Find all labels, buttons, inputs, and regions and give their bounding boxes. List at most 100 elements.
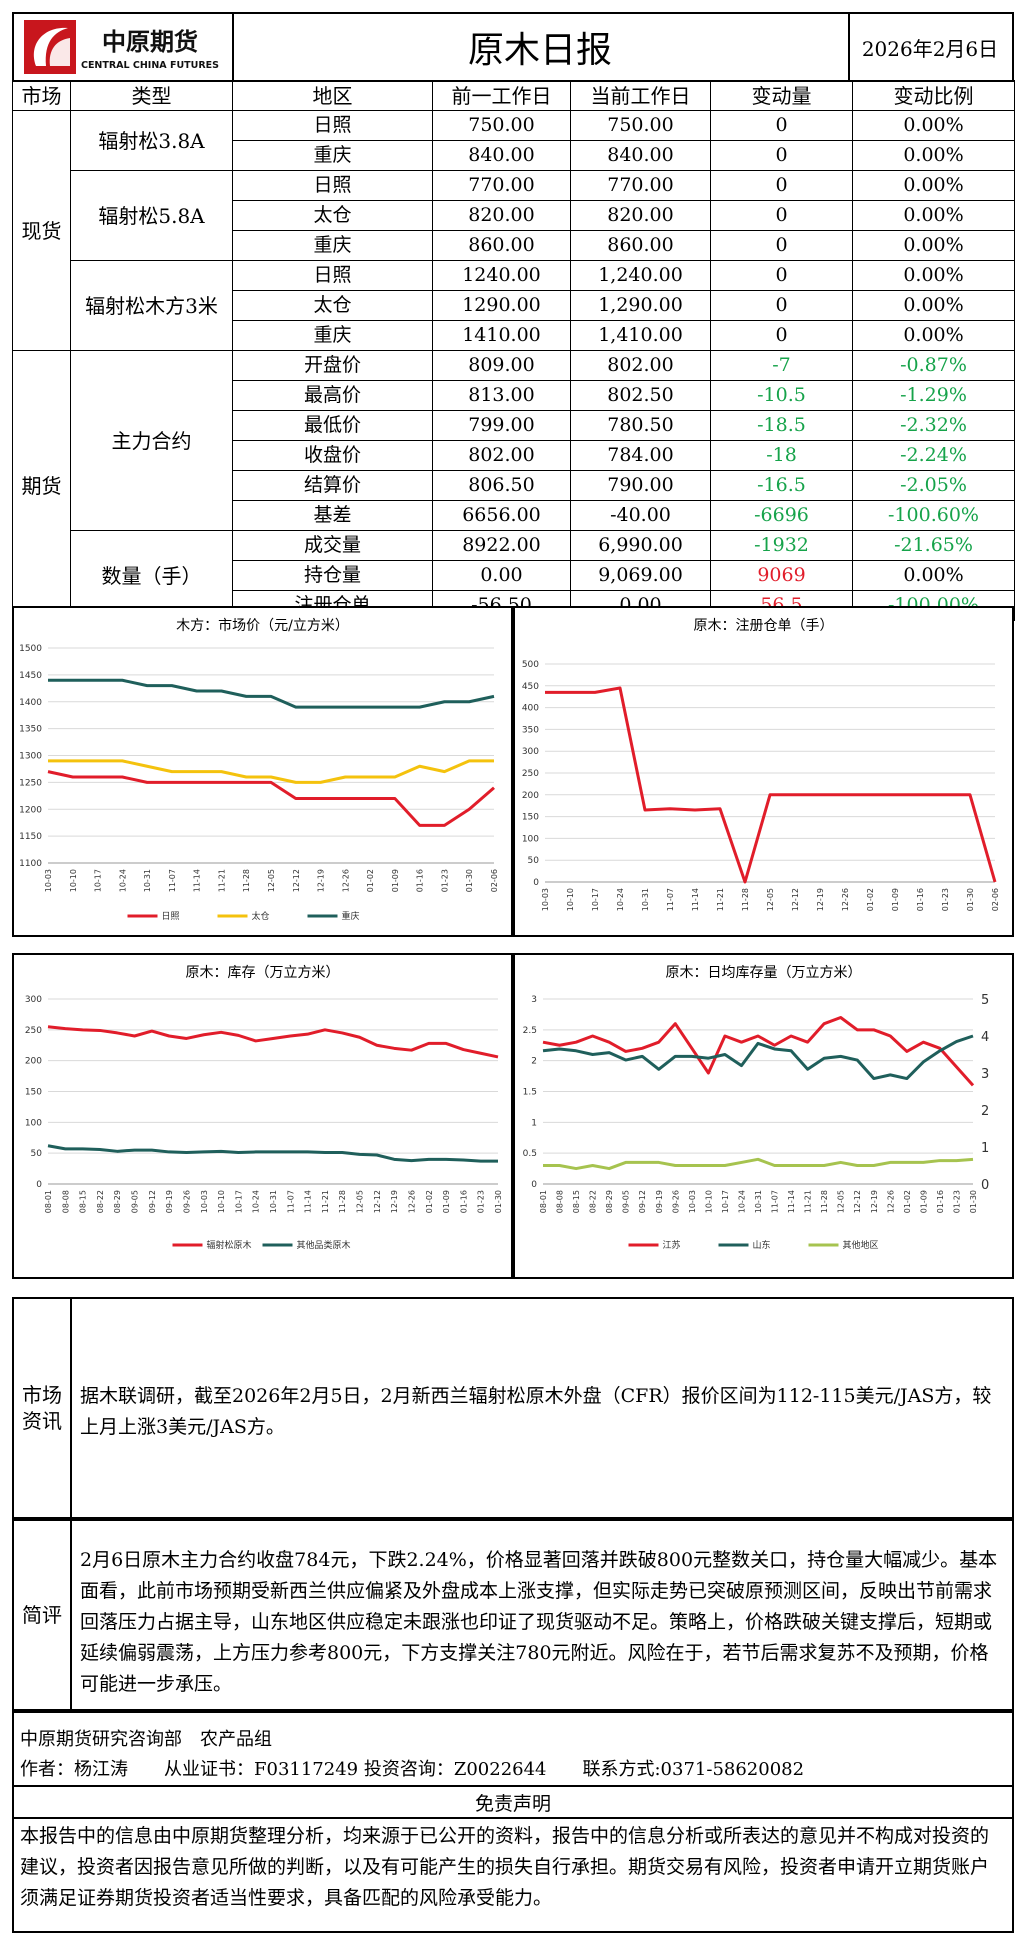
- series-line: [47, 1025, 499, 1059]
- table-row: 太仓 1290.00 1,290.00 0 0.00%: [13, 290, 1015, 321]
- y-tick-label: 0: [533, 878, 539, 888]
- y2-tick-label: 1: [981, 1141, 989, 1156]
- x-tick-label: 10-17: [721, 1190, 730, 1213]
- y2-tick-label: 0: [981, 1178, 989, 1193]
- market-news-label-line2: 资讯: [22, 1409, 62, 1433]
- x-tick-label: 10-10: [217, 1190, 226, 1213]
- cell-cur: 750.00: [570, 110, 711, 141]
- series-line: [545, 686, 997, 884]
- table-row: 期货 主力合约 开盘价 809.00 802.00 -7 -0.87%: [12, 350, 1015, 621]
- market-price-chart: 木方：市场价（元/立方米） 1100 1150 1200 1250 1300 1350 140…: [19, 617, 499, 922]
- table-row: 重庆 860.00 860.00 0 0.00%: [13, 230, 1015, 261]
- cell-prev: 0.00: [432, 560, 571, 591]
- series-line: [543, 1157, 974, 1171]
- series-line: [48, 678, 495, 709]
- y-tick-label: 1.5: [523, 1088, 537, 1098]
- cell-region: 日照: [232, 170, 433, 201]
- report-date: 2026年2月6日: [861, 36, 999, 61]
- logo-cn-text: 中原期货: [102, 28, 198, 56]
- cell-chg: 0: [710, 110, 853, 141]
- cell-cur: 1,290.00: [570, 290, 711, 321]
- y2-tick-label: 4: [981, 1030, 989, 1045]
- x-tick-label: 01-23: [477, 1190, 486, 1213]
- cell-pct: 0.00%: [852, 140, 1015, 171]
- y2-tick-label: 2: [981, 1104, 989, 1119]
- x-tick-label: 01-09: [919, 1190, 928, 1213]
- logo-en-text: CENTRAL CHINA FUTURES: [81, 60, 219, 71]
- cell-pct: 0.00%: [852, 170, 1015, 201]
- x-tick-label: 11-07: [286, 1190, 295, 1213]
- cell-chg: 9069: [710, 560, 853, 591]
- x-tick-label: 09-19: [655, 1190, 664, 1213]
- cell-region: 日照: [232, 110, 433, 141]
- x-tick-label: 12-26: [841, 888, 850, 911]
- cell-chg: -6696: [710, 500, 853, 531]
- x-tick-label: 10-10: [566, 888, 575, 911]
- market-news-text: 据木联调研，截至2026年2月5日，2月新西兰辐射松原木外盘（CFR）报价区间为…: [80, 1385, 992, 1438]
- cell-chg: 0: [710, 200, 853, 231]
- table-row: 数量（手） 成交量 8922.00 6,990.00 -1932 -21.65%: [13, 530, 1015, 621]
- x-tick-label: 11-21: [804, 1190, 813, 1213]
- y-tick-label: 1450: [19, 671, 42, 681]
- x-tick-label: 01-23: [440, 869, 449, 892]
- x-tick-label: 08-22: [589, 1190, 598, 1213]
- inventory-chart: 原木：库存（万立方米） 0 50 100 150 200 250 300 08-01 08-08 0…: [25, 965, 503, 1251]
- y-tick-label: 200: [522, 791, 539, 801]
- type-cell: 辐射松5.8A: [70, 170, 233, 261]
- x-tick-label: 09-12: [148, 1190, 157, 1213]
- x-tick-label: 10-10: [69, 869, 78, 892]
- x-tick-label: 01-16: [916, 888, 925, 911]
- y-tick-label: 350: [522, 725, 539, 735]
- table-row: 收盘价 802.00 784.00 -18 -2.24%: [13, 440, 1015, 471]
- footer-author: 作者：杨江涛 从业证书：F03117249 投资咨询：Z0022644 联系方式…: [20, 1759, 805, 1780]
- cell-chg: 0: [710, 230, 853, 261]
- y-tick-label: 1150: [19, 832, 42, 842]
- x-tick-label: 12-12: [791, 888, 800, 911]
- table-header-0: 市场: [12, 80, 71, 111]
- x-tick-label: 10-24: [737, 1190, 746, 1213]
- x-tick-label: 10-24: [118, 869, 127, 892]
- cell-cur: 780.50: [570, 410, 711, 441]
- x-tick-label: 01-02: [425, 1190, 434, 1213]
- y-tick-label: 300: [25, 995, 42, 1005]
- y-tick-label: 300: [522, 747, 539, 757]
- cell-cur: 784.00: [570, 440, 711, 471]
- y-tick-label: 1300: [19, 752, 42, 762]
- x-tick-label: 10-31: [269, 1190, 278, 1213]
- series-line: [542, 1034, 974, 1081]
- cell-chg: -1932: [710, 530, 853, 561]
- chart-title: 原木：注册仓单（手）: [694, 618, 834, 634]
- cell-region: 最高价: [232, 380, 433, 411]
- cell-prev: 8922.00: [432, 530, 571, 561]
- x-tick-label: 01-09: [391, 869, 400, 892]
- x-tick-label: 08-01: [44, 1190, 53, 1213]
- cell-region: 日照: [232, 260, 433, 291]
- x-tick-label: 09-05: [622, 1190, 631, 1213]
- market-spot: 现货: [12, 110, 71, 351]
- x-tick-label: 11-07: [666, 888, 675, 911]
- table-row: 结算价 806.50 790.00 -16.5 -2.05%: [13, 470, 1015, 501]
- x-tick-label: 11-28: [820, 1190, 829, 1213]
- x-tick-label: 11-21: [217, 869, 226, 892]
- x-tick-label: 01-09: [442, 1190, 451, 1213]
- x-tick-label: 01-23: [952, 1190, 961, 1213]
- x-tick-label: 01-16: [416, 869, 425, 892]
- y-tick-label: 1400: [19, 698, 42, 708]
- report-header: 中原期货 CENTRAL CHINA FUTURES 原木日报 2026年2月6…: [12, 12, 1014, 82]
- cell-chg: 0: [710, 170, 853, 201]
- table-header-4: 当前工作日: [570, 80, 711, 111]
- y2-tick-label: 3: [981, 1067, 989, 1082]
- company-logo: 中原期货 CENTRAL CHINA FUTURES: [14, 14, 234, 80]
- y-tick-label: 250: [25, 1026, 42, 1036]
- x-tick-label: 09-26: [671, 1190, 680, 1213]
- y-tick-label: 1100: [19, 859, 42, 869]
- comment-section: 简评 2月6日原木主力合约收盘784元，下跌2.24%，价格显著回落并跌破800…: [12, 1519, 1014, 1711]
- x-tick-label: 11-14: [304, 1190, 313, 1213]
- cell-chg: -7: [710, 350, 853, 381]
- disclaimer-title: 免责声明: [14, 1785, 1012, 1819]
- cell-chg: -10.5: [710, 380, 853, 411]
- x-tick-label: 01-16: [459, 1190, 468, 1213]
- x-tick-label: 10-17: [94, 869, 103, 892]
- cell-chg: 0: [710, 260, 853, 291]
- x-tick-label: 01-16: [936, 1190, 945, 1213]
